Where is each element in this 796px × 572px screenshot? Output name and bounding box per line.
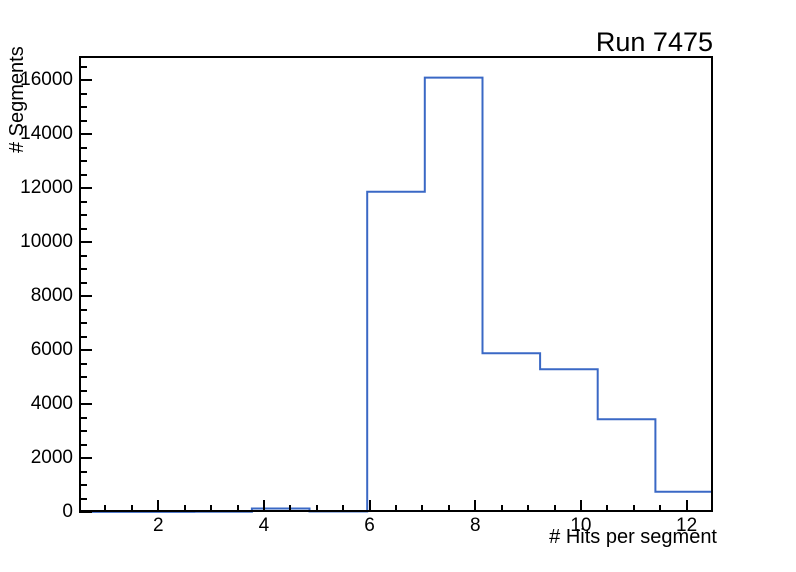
x-minor-tick [632,505,635,512]
y-minor-tick [79,389,87,392]
y-minor-tick [79,146,87,149]
y-minor-tick [79,430,87,433]
y-minor-tick [79,227,87,230]
x-major-tick [579,500,582,512]
x-minor-tick [553,505,556,512]
x-tick-label: 8 [469,515,481,536]
y-minor-tick [79,92,87,95]
y-major-tick [79,79,92,82]
x-minor-tick [447,505,450,512]
x-minor-tick [342,505,345,512]
x-minor-tick [210,505,213,512]
x-minor-tick [421,505,424,512]
y-minor-tick [79,484,87,487]
x-minor-tick [236,505,239,512]
y-tick-label: 0 [62,501,73,522]
x-major-tick [157,500,160,512]
y-minor-tick [79,268,87,271]
y-major-tick [79,457,92,460]
x-tick-label: 10 [570,515,592,536]
x-minor-tick [659,505,662,512]
x-tick-label: 2 [152,515,164,536]
y-tick-label: 2000 [30,447,73,469]
x-minor-tick [500,505,503,512]
plot-frame [79,56,713,513]
y-major-tick [79,403,92,406]
y-minor-tick [79,254,87,257]
plot-title: Run 7475 [595,27,713,57]
y-minor-tick [79,65,87,68]
x-minor-tick [606,505,609,512]
x-tick-label: 6 [364,515,375,536]
y-tick-label: 12000 [20,177,73,199]
x-major-tick [474,500,477,512]
y-tick-label: 10000 [20,231,73,253]
y-minor-tick [79,200,87,203]
y-minor-tick [79,470,87,473]
y-minor-tick [79,160,87,163]
y-major-tick [79,511,92,513]
x-minor-tick [183,505,186,512]
frame-border [79,56,713,512]
x-major-tick [262,500,265,512]
y-minor-tick [79,322,87,325]
x-minor-tick [315,505,318,512]
x-minor-tick [130,505,133,512]
y-minor-tick [79,443,87,446]
y-minor-tick [79,416,87,419]
y-major-tick [79,133,92,136]
y-minor-tick [79,173,87,176]
x-minor-tick [289,505,292,512]
y-tick-label: 14000 [20,123,73,145]
y-minor-tick [79,281,87,284]
x-tick-label: 4 [258,515,270,536]
y-tick-label: 8000 [30,285,73,307]
y-major-tick [79,241,92,244]
x-axis-title: # Hits per segment [549,526,717,548]
x-major-tick [685,500,688,512]
y-minor-tick [79,308,87,311]
y-minor-tick [79,214,87,217]
x-tick-label: 12 [676,515,698,536]
y-tick-label: 16000 [20,69,73,91]
x-minor-tick [527,505,530,512]
y-major-tick [79,349,92,352]
y-tick-label: 6000 [30,339,73,361]
y-minor-tick [79,335,87,338]
y-major-tick [79,295,92,298]
y-minor-tick [79,362,87,365]
y-minor-tick [79,106,87,109]
x-minor-tick [104,505,107,512]
y-major-tick [79,187,92,190]
x-major-tick [368,500,371,512]
y-minor-tick [79,376,87,379]
y-minor-tick [79,497,87,500]
y-minor-tick [79,119,87,122]
y-tick-label: 4000 [30,393,73,415]
x-minor-tick [395,505,397,512]
